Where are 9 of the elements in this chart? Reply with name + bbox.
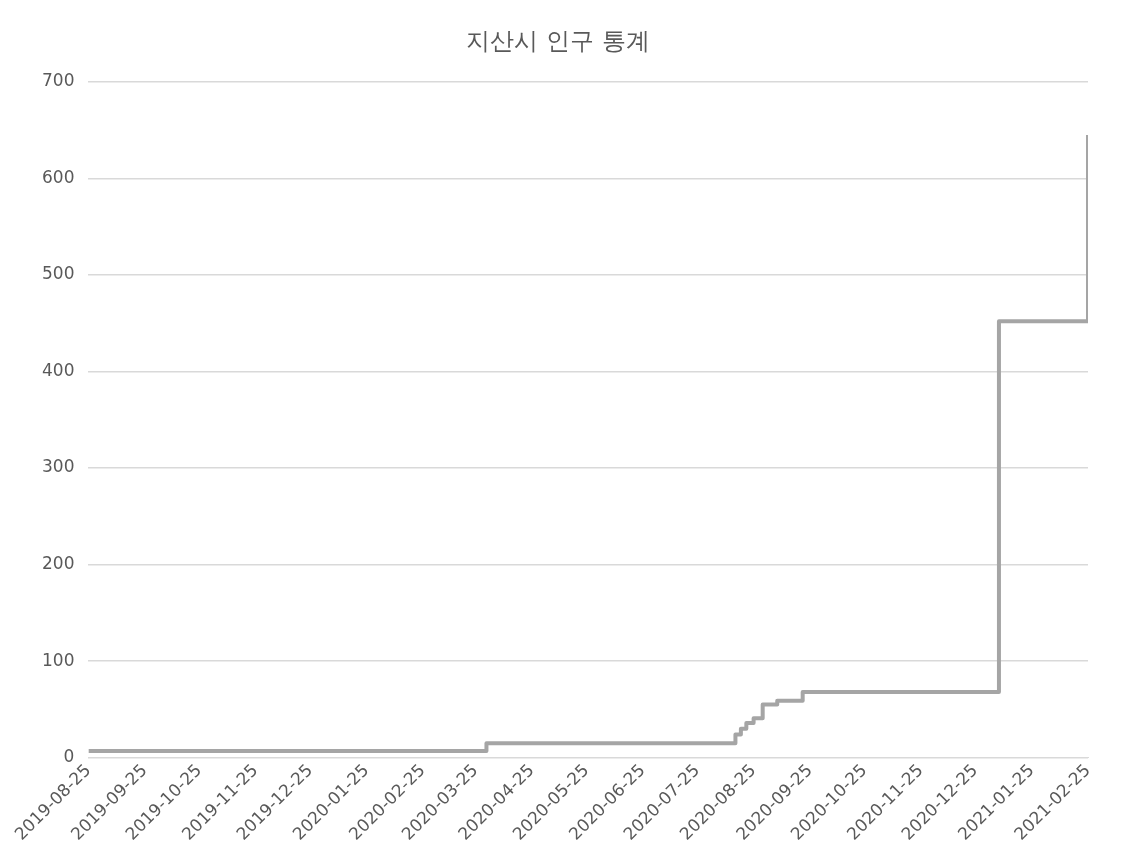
y-tick-label: 300: [41, 456, 75, 477]
y-tick-label: 200: [41, 553, 75, 574]
y-tick-label: 0: [63, 746, 75, 767]
y-tick-label: 400: [41, 359, 75, 380]
y-tick-label: 600: [41, 166, 75, 187]
y-tick-label: 100: [41, 649, 75, 670]
y-tick-label: 500: [41, 263, 75, 284]
chart-title: 지산시 인구 통계: [466, 26, 650, 55]
y-tick-label: 700: [41, 70, 75, 91]
